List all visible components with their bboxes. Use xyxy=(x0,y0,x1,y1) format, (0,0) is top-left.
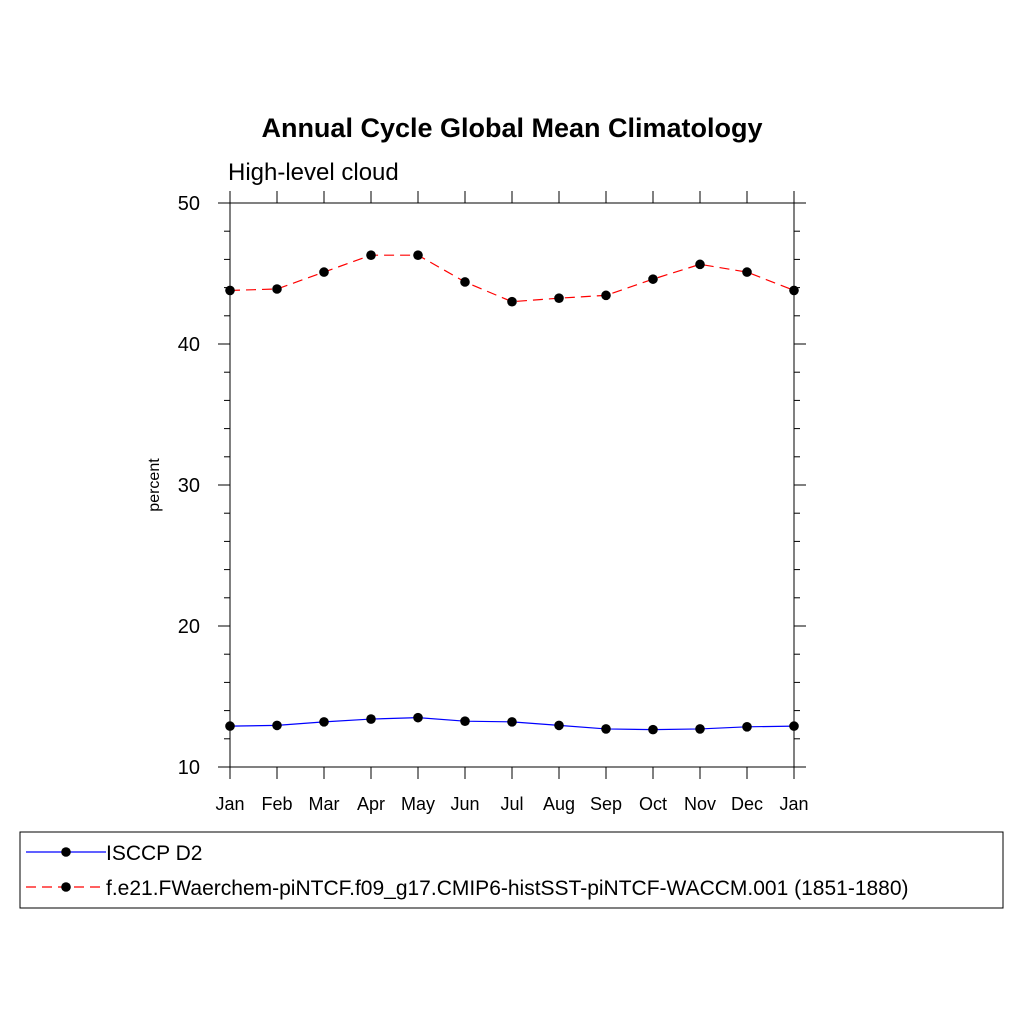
x-tick-label: Sep xyxy=(590,794,622,814)
x-tick-label: Jan xyxy=(779,794,808,814)
data-point xyxy=(366,714,376,724)
x-axis: Jan Feb Mar Apr May Jun Jul Aug Sep Oct Nov Dec Jan xyxy=(215,191,809,814)
data-point xyxy=(413,250,423,260)
y-axis: 10 20 30 40 50 xyxy=(178,193,806,779)
data-point xyxy=(695,724,705,734)
y-tick-label: 40 xyxy=(178,334,200,356)
legend-label: ISCCP D2 xyxy=(106,842,202,865)
series-1 xyxy=(225,712,799,735)
data-point xyxy=(601,290,611,301)
data-point xyxy=(742,722,752,732)
plot-area xyxy=(229,202,795,768)
data-point xyxy=(601,724,611,734)
data-point xyxy=(648,724,658,735)
legend-box xyxy=(19,831,1004,909)
x-tick-label: Apr xyxy=(357,794,385,814)
data-point xyxy=(742,267,752,277)
data-point xyxy=(366,250,376,260)
legend: ISCCP D2 f.e21.FWaerchem-piNTCF.f09_g17.… xyxy=(19,831,1004,909)
data-point xyxy=(695,259,705,270)
data-point xyxy=(789,721,799,731)
x-tick-label: Aug xyxy=(543,794,575,814)
legend-swatch-marker xyxy=(61,847,71,857)
x-tick-label: May xyxy=(401,794,435,814)
data-point xyxy=(554,293,564,303)
x-tick-label: Feb xyxy=(261,794,292,814)
data-point xyxy=(648,274,658,284)
x-tick-label: Dec xyxy=(731,794,763,814)
data-point xyxy=(272,284,282,294)
data-point xyxy=(554,720,564,731)
y-axis-label: percent xyxy=(146,458,163,512)
data-point xyxy=(460,716,470,726)
data-point xyxy=(225,721,235,731)
x-tick-label: Oct xyxy=(639,794,667,814)
x-tick-label: Jul xyxy=(500,794,523,814)
data-point xyxy=(507,296,517,307)
x-tick-label: Mar xyxy=(309,794,340,814)
y-tick-label: 30 xyxy=(178,475,200,497)
y-tick-label: 20 xyxy=(178,616,200,638)
data-point xyxy=(319,717,329,727)
x-tick-label: Nov xyxy=(684,794,716,814)
data-point xyxy=(460,277,470,287)
data-point xyxy=(507,717,517,727)
data-point xyxy=(225,285,235,296)
chart-subtitle: High-level cloud xyxy=(228,159,399,186)
data-point xyxy=(413,712,423,723)
series-layer xyxy=(225,250,799,735)
y-tick-label: 10 xyxy=(178,757,200,779)
data-point xyxy=(272,720,282,731)
plot-border xyxy=(229,202,795,768)
chart-title: Annual Cycle Global Mean Climatology xyxy=(261,113,762,143)
series-line xyxy=(229,254,795,303)
data-point xyxy=(789,285,799,296)
legend-label: f.e21.FWaerchem-piNTCF.f09_g17.CMIP6-his… xyxy=(106,877,909,900)
series-2 xyxy=(225,250,799,307)
legend-swatch-marker xyxy=(61,882,71,892)
x-tick-label: Jan xyxy=(215,794,244,814)
x-tick-label: Jun xyxy=(450,794,479,814)
y-tick-label: 50 xyxy=(178,193,200,215)
data-point xyxy=(319,267,329,277)
